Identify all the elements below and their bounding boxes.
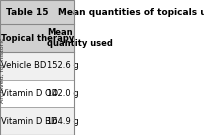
Text: Table 15   Mean quantities of topicals used per 4-weel: Table 15 Mean quantities of topicals use…	[6, 8, 204, 17]
FancyBboxPatch shape	[0, 24, 74, 52]
FancyBboxPatch shape	[0, 107, 74, 135]
FancyBboxPatch shape	[0, 52, 74, 80]
Text: 142.0 g: 142.0 g	[47, 89, 79, 98]
Text: Topical therapy: Topical therapy	[1, 34, 75, 43]
Text: Archived, for historic: Archived, for historic	[0, 37, 4, 103]
Text: Vehicle BD: Vehicle BD	[1, 61, 47, 70]
Text: 152.6 g: 152.6 g	[47, 61, 79, 70]
Text: 164.9 g: 164.9 g	[47, 117, 79, 126]
FancyBboxPatch shape	[0, 0, 74, 24]
Text: Mean
quantity used: Mean quantity used	[47, 28, 113, 48]
Text: Vitamin D OD: Vitamin D OD	[1, 89, 59, 98]
Text: Vitamin D BD: Vitamin D BD	[1, 117, 58, 126]
FancyBboxPatch shape	[0, 80, 74, 107]
